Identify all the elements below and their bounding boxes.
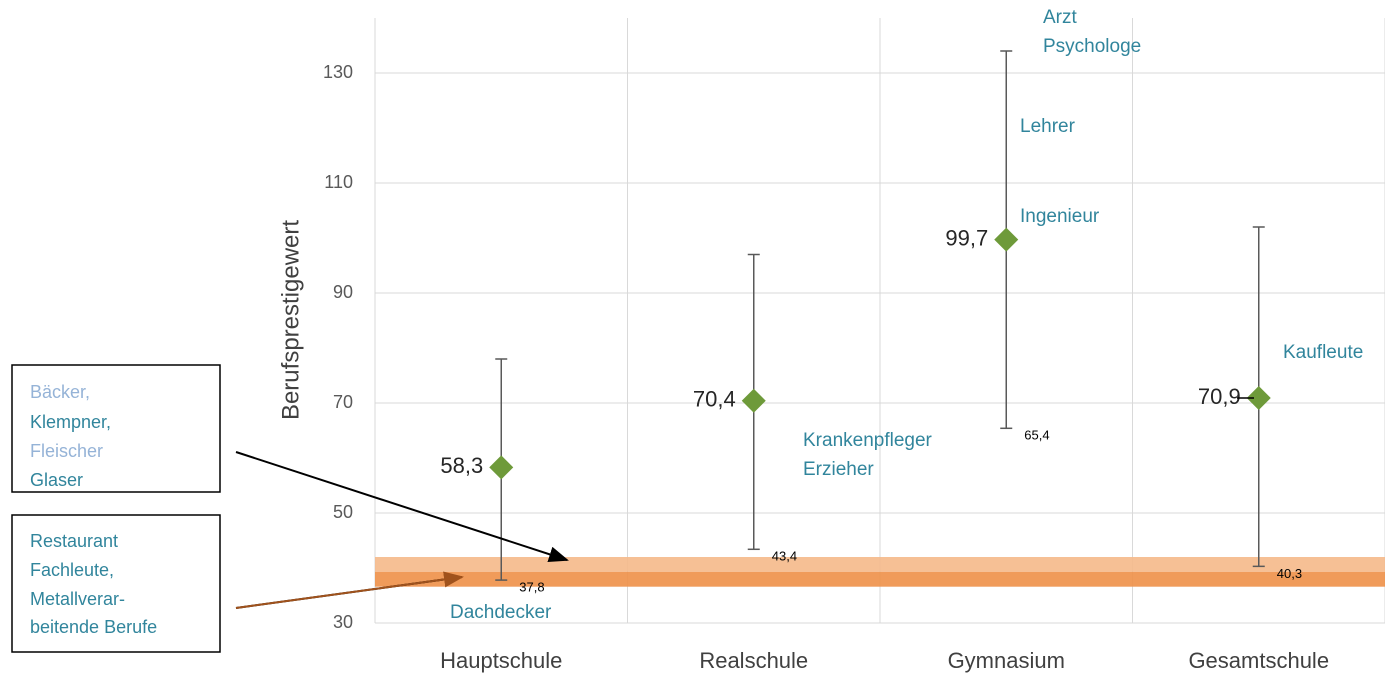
y-tick-label: 90 bbox=[333, 282, 353, 302]
annotation: Erzieher bbox=[803, 459, 874, 480]
mean-marker bbox=[1246, 386, 1271, 411]
note-text: Bäcker, bbox=[30, 382, 90, 402]
note-text: Metallverar- bbox=[30, 589, 125, 609]
low-label: 43,4 bbox=[772, 549, 797, 564]
x-tick-label: Hauptschule bbox=[440, 648, 562, 673]
mean-marker bbox=[489, 455, 514, 480]
annotation: Kaufleute bbox=[1283, 342, 1363, 363]
y-tick-label: 130 bbox=[323, 62, 353, 82]
low-label: 37,8 bbox=[519, 580, 544, 595]
note-text: Glaser bbox=[30, 470, 83, 490]
y-tick-label: 110 bbox=[324, 172, 353, 192]
annotation: Lehrer bbox=[1020, 116, 1076, 137]
y-axis-label: Berufsprestigewert bbox=[277, 220, 304, 420]
annotation: Ingenieur bbox=[1020, 206, 1100, 227]
highlight-band bbox=[375, 571, 1385, 587]
mean-marker bbox=[994, 227, 1019, 252]
annotation: Psychologe bbox=[1043, 36, 1141, 57]
note-text: beitende Berufe bbox=[30, 617, 157, 637]
arrow bbox=[235, 571, 464, 609]
low-label: 65,4 bbox=[1024, 428, 1049, 443]
x-tick-label: Realschule bbox=[699, 648, 808, 673]
x-tick-label: Gymnasium bbox=[948, 648, 1065, 673]
y-tick-label: 70 bbox=[333, 392, 353, 412]
note-text: Restaurant bbox=[30, 531, 118, 551]
mean-marker bbox=[741, 388, 766, 413]
note-text: Fachleute, bbox=[30, 560, 114, 580]
plot: 30 50 70 90 110 130 58,3 37,8 70,4 43,4 99,7 65,4 70… bbox=[323, 18, 1385, 632]
value-label: 58,3 bbox=[440, 453, 483, 478]
low-label: 40,3 bbox=[1277, 566, 1302, 581]
annotation: Krankenpfleger bbox=[803, 430, 933, 451]
annotation: Arzt bbox=[1043, 7, 1078, 28]
annotation: Dachdecker bbox=[450, 602, 552, 623]
note-box bbox=[11, 364, 221, 493]
value-label: 99,7 bbox=[945, 225, 988, 250]
highlight-band bbox=[375, 557, 1385, 572]
x-tick-label: Gesamtschule bbox=[1188, 648, 1329, 673]
y-tick-label: 50 bbox=[333, 502, 353, 522]
y-tick-label: 30 bbox=[333, 612, 353, 632]
note-box bbox=[11, 514, 221, 653]
note-text: Fleischer bbox=[30, 441, 103, 461]
arrow bbox=[235, 451, 569, 563]
value-label: 70,4 bbox=[693, 387, 736, 412]
note-text: Klempner, bbox=[30, 412, 111, 432]
value-label: 70,9 bbox=[1198, 384, 1241, 409]
